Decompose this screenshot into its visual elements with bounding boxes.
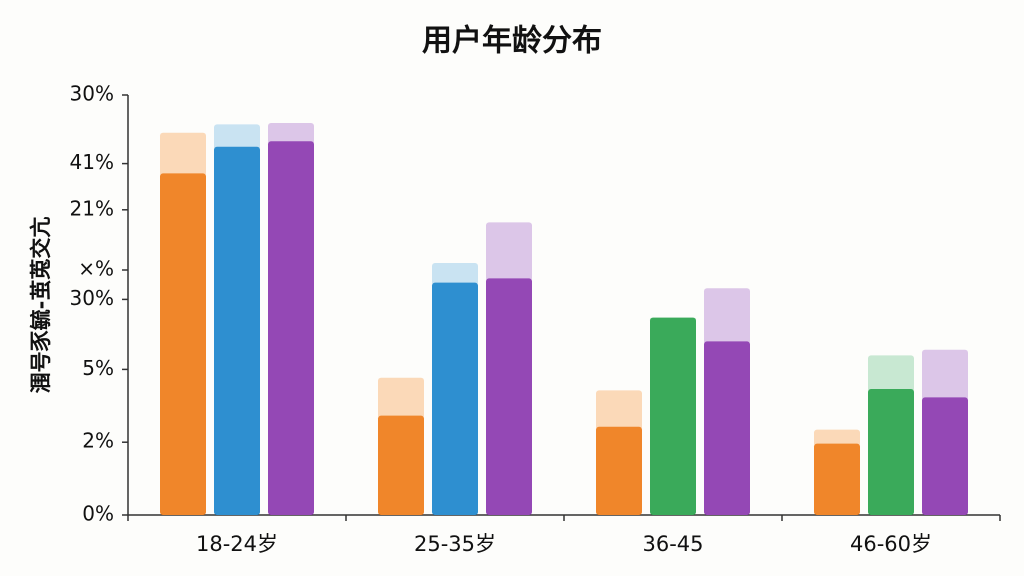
y-tick-label: 41% [70,150,114,174]
y-axis-label: 涠号豕毓-茧莵交亢 [29,217,53,394]
bar [378,415,424,515]
bar-top-segment [432,263,478,286]
bar-top-segment [814,429,860,447]
y-tick-label: 30% [70,82,114,106]
bar-top-segment [378,377,424,419]
bar [160,173,206,515]
bar-top-segment [214,124,260,150]
bar-top-segment [922,349,968,401]
bar-top-segment [160,132,206,177]
bar [486,278,532,515]
y-tick-label: 0% [82,502,114,526]
chart-title: 用户年龄分布 [422,24,602,59]
y-tick-label: 21% [70,196,114,220]
x-tick-label: 18-24岁 [196,532,278,556]
x-tick-label: 25-35岁 [414,532,496,556]
bar [814,443,860,515]
y-tick-label: 30% [70,286,114,310]
bar [704,341,750,515]
bar [596,426,642,515]
bar-top-segment [704,288,750,345]
bar-top-segment [868,355,914,392]
bar [922,397,968,515]
y-tick-label: ×% [78,257,114,281]
bar [432,282,478,515]
bar [650,317,696,515]
y-tick-label: 5% [82,356,114,380]
bar [214,146,260,516]
bar [268,141,314,515]
bar-top-segment [596,390,642,430]
bar [868,389,914,515]
x-tick-label: 36-45 [642,532,703,556]
bar-top-segment [486,222,532,282]
x-tick-label: 46-60岁 [850,532,932,556]
y-tick-label: 2% [82,429,114,453]
bar-top-segment [268,123,314,145]
